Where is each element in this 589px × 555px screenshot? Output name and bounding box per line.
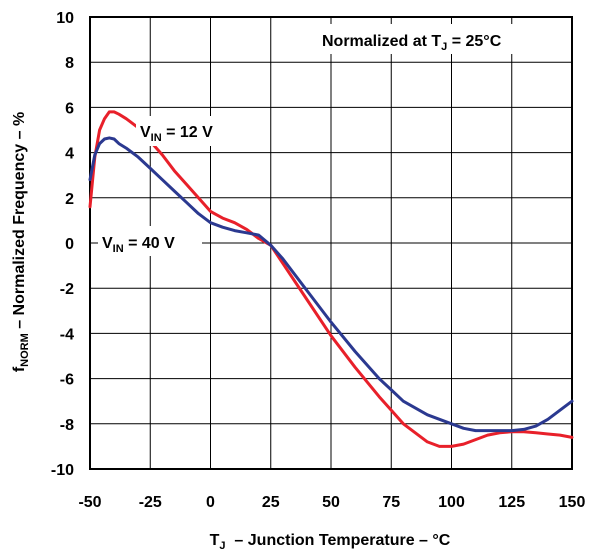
x-tick-label: 50 (322, 494, 340, 511)
y-tick-label: 4 (65, 146, 74, 163)
y-tick-label: -4 (60, 326, 74, 343)
y-tick-label: -2 (60, 281, 74, 298)
annotation-vin40-bg (98, 226, 202, 256)
x-tick-label: -25 (139, 494, 162, 511)
x-tick-label: 100 (438, 494, 465, 511)
y-tick-label: 0 (65, 236, 74, 253)
y-tick-label: -8 (60, 417, 74, 434)
y-tick-label: -6 (60, 372, 74, 389)
x-axis-title: TJ – Junction Temperature – °C (210, 532, 451, 552)
x-tick-label: 125 (498, 494, 525, 511)
y-tick-label: 8 (65, 55, 74, 72)
y-axis-title: fNORM – Normalized Frequency – % (11, 112, 31, 372)
annotation-vin12-bg (136, 116, 244, 146)
y-tick-label: -10 (51, 462, 74, 479)
y-tick-labels: -10 -8 -6 -4 -2 0 2 4 6 8 10 (51, 10, 74, 479)
annotation-vin-12: VIN = 12 V (140, 124, 213, 144)
annotation-normalized-bg (318, 24, 564, 54)
y-tick-label: 10 (56, 10, 74, 27)
x-tick-label: 75 (382, 494, 400, 511)
plot-frame (89, 16, 573, 470)
y-tick-label: 2 (65, 191, 74, 208)
x-tick-label: 150 (559, 494, 586, 511)
annotation-vin-40: VIN = 40 V (102, 235, 175, 255)
x-tick-label: 25 (262, 494, 280, 511)
series-line-vin-40 (88, 136, 574, 433)
y-tick-label: 6 (65, 100, 74, 117)
x-tick-label: 0 (206, 494, 215, 511)
x-tick-labels: -50 -25 0 25 50 75 100 125 150 (78, 494, 585, 511)
x-tick-label: -50 (78, 494, 101, 511)
annotation-normalized: Normalized at TJ = 25°C (322, 33, 502, 53)
series-layer (88, 110, 574, 448)
